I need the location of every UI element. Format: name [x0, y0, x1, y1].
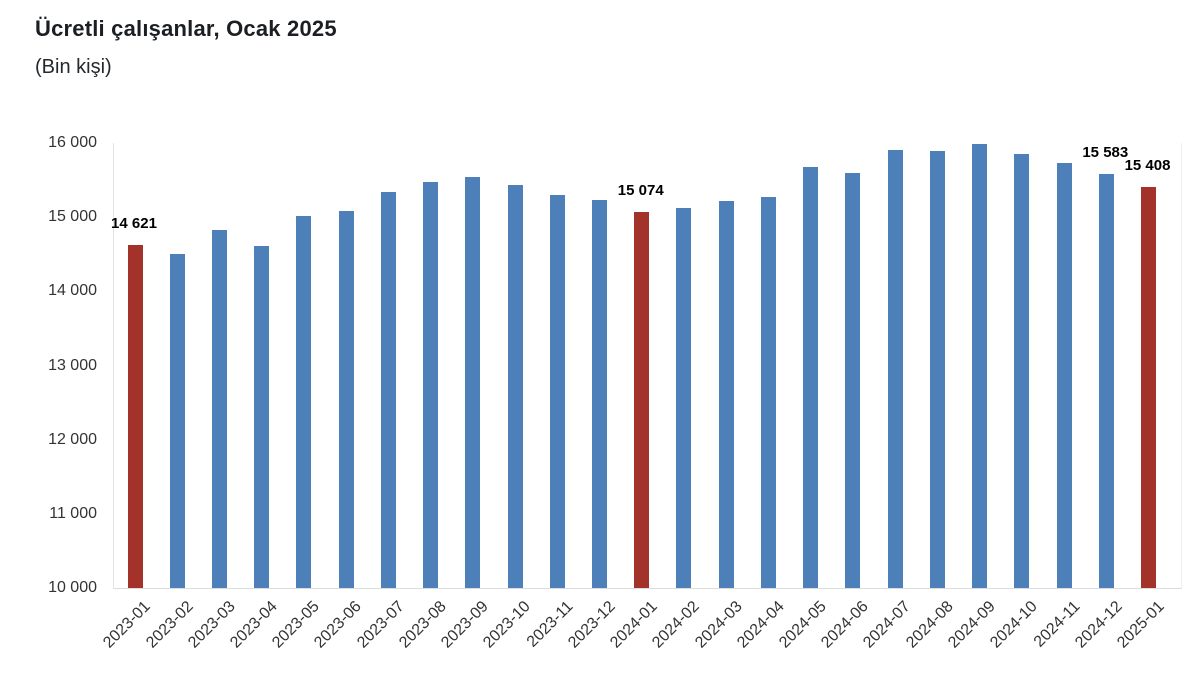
bar [929, 151, 945, 588]
bar [1056, 162, 1072, 588]
y-axis-tick-label: 13 000 [48, 356, 97, 374]
x-axis-tick-label: 2023-01 [100, 598, 155, 652]
bar [592, 200, 608, 588]
bar [423, 181, 439, 588]
bar [254, 246, 270, 588]
bar [338, 210, 354, 588]
bar [718, 200, 734, 588]
bar [1014, 153, 1030, 588]
bar [169, 254, 185, 588]
bar [887, 150, 903, 588]
bar [972, 143, 988, 588]
bar [507, 184, 523, 588]
y-axis-tick-label: 10 000 [48, 579, 97, 596]
y-axis-tick-label: 11 000 [49, 504, 97, 522]
bar [1098, 173, 1114, 588]
data-label: 15 583 [1082, 143, 1129, 161]
y-axis: 16 000 15 000 14 000 13 000 12 000 11 000 10 0… [0, 134, 97, 596]
y-axis-tick-label: 16 000 [48, 134, 97, 151]
y-axis-tick-label: 14 000 [48, 282, 97, 300]
y-axis-tick-label: 15 000 [48, 208, 97, 226]
bar [549, 194, 565, 588]
chart-subtitle: (Bin kişi) [35, 56, 112, 78]
chart-title: Ücretli çalışanlar, Ocak 2025 [35, 16, 337, 41]
bar [211, 230, 227, 588]
bar [845, 172, 861, 588]
bar-highlighted [634, 211, 650, 588]
bar [760, 196, 776, 588]
bar [676, 208, 692, 588]
data-label: 14 621 [111, 215, 157, 233]
bar [465, 176, 481, 588]
y-axis-tick-label: 12 000 [48, 430, 97, 448]
plot-area [113, 143, 1182, 589]
bar [803, 166, 819, 588]
bar [296, 216, 312, 588]
data-label: 15 074 [617, 181, 664, 199]
bar-highlighted [127, 245, 143, 588]
bar-highlighted [1141, 186, 1157, 588]
data-label: 15 408 [1124, 156, 1171, 174]
bar [380, 191, 396, 588]
